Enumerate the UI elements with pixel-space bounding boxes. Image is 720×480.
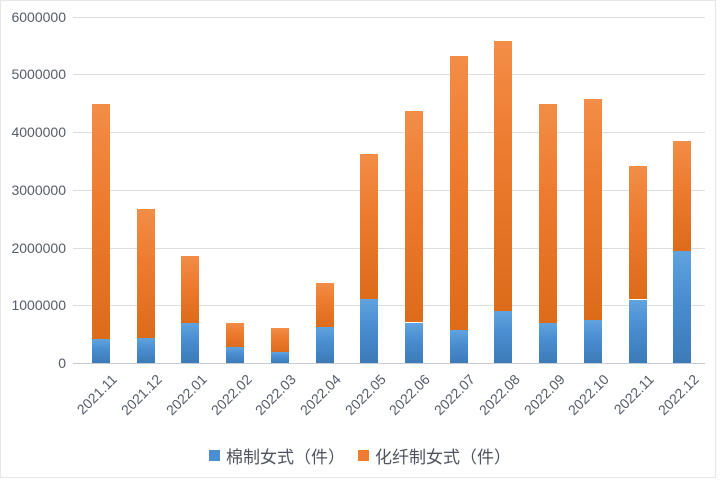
- bar-segment-cotton-2022.07: [450, 330, 468, 363]
- bar-segment-chemical-fiber-2022.05: [360, 153, 378, 299]
- bar-segment-chemical-fiber-2022.02: [226, 322, 244, 348]
- x-tick-label: 2021.11: [73, 371, 121, 418]
- x-tick-label: 2022.08: [475, 371, 523, 419]
- bar-segment-chemical-fiber-2022.04: [316, 282, 334, 327]
- bar-segment-chemical-fiber-2022.10: [584, 98, 602, 321]
- y-tick-label: 1000000: [11, 297, 66, 313]
- x-tick-label: 2022.03: [252, 371, 300, 419]
- bar-segment-chemical-fiber-2021.11: [92, 104, 110, 339]
- bar-segment-chemical-fiber-2022.06: [405, 110, 423, 323]
- bar-segment-chemical-fiber-2022.12: [673, 140, 691, 251]
- legend-swatch-orange-icon: [358, 449, 369, 461]
- bar-segment-chemical-fiber-2022.07: [450, 56, 468, 330]
- gridline: [73, 305, 705, 306]
- legend-swatch-blue-icon: [209, 449, 220, 461]
- bar-segment-cotton-2022.03: [271, 352, 289, 363]
- bar-segment-chemical-fiber-2022.11: [629, 166, 647, 300]
- bar-segment-cotton-2021.11: [92, 338, 110, 363]
- x-tick-label: 2022.11: [610, 371, 657, 418]
- x-tick-label: 2021.12: [117, 371, 166, 419]
- bar-segment-chemical-fiber-2022.09: [539, 103, 557, 324]
- bar-segment-cotton-2022.10: [584, 320, 602, 363]
- y-tick-label: 2000000: [11, 240, 66, 256]
- x-tick-label: 2022.05: [341, 371, 389, 419]
- x-tick-label: 2022.04: [296, 371, 344, 419]
- bar-segment-cotton-2022.06: [405, 322, 423, 363]
- bar-segment-chemical-fiber-2022.08: [494, 41, 512, 311]
- x-tick-label: 2022.02: [207, 371, 255, 419]
- bar-segment-cotton-2022.02: [226, 347, 244, 363]
- bar-segment-cotton-2022.04: [316, 326, 334, 363]
- bar-segment-cotton-2022.05: [360, 298, 378, 363]
- legend-item-cotton: 棉制女式（件）: [209, 443, 345, 468]
- legend-label-cotton: 棉制女式（件）: [226, 447, 345, 467]
- bar-segment-chemical-fiber-2022.03: [271, 327, 289, 353]
- y-tick-label: 3000000: [11, 182, 66, 198]
- x-tick-label: 2022.09: [520, 371, 568, 419]
- y-tick-label: 6000000: [11, 9, 66, 25]
- gridline: [73, 132, 705, 133]
- bar-segment-cotton-2022.11: [629, 299, 647, 363]
- gridline: [73, 248, 705, 249]
- y-tick-label: 4000000: [11, 124, 66, 140]
- x-tick-label: 2022.01: [162, 371, 210, 419]
- bar-segment-cotton-2022.08: [494, 311, 512, 363]
- x-tick-label: 2022.07: [430, 371, 479, 419]
- bar-segment-cotton-2022.01: [181, 322, 199, 363]
- bar-segment-cotton-2022.09: [539, 323, 557, 363]
- gridline: [73, 190, 705, 191]
- x-axis-line: [73, 363, 705, 364]
- bar-segment-cotton-2022.12: [673, 251, 691, 363]
- x-tick-label: 2022.12: [654, 371, 702, 419]
- x-tick-label: 2022.06: [386, 371, 434, 419]
- gridline: [73, 17, 705, 18]
- gridline: [73, 74, 705, 75]
- bar-segment-cotton-2021.12: [137, 337, 155, 363]
- bar-segment-chemical-fiber-2021.12: [137, 208, 155, 338]
- y-tick-label: 0: [58, 355, 66, 371]
- x-tick-label: 2022.10: [565, 371, 613, 419]
- y-tick-label: 5000000: [11, 66, 66, 82]
- legend: 棉制女式（件） 化纤制女式（件）: [0, 443, 720, 467]
- legend-label-chemical-fiber: 化纤制女式（件）: [375, 447, 511, 467]
- bar-segment-chemical-fiber-2022.01: [181, 256, 199, 323]
- legend-item-chemical-fiber: 化纤制女式（件）: [358, 443, 511, 468]
